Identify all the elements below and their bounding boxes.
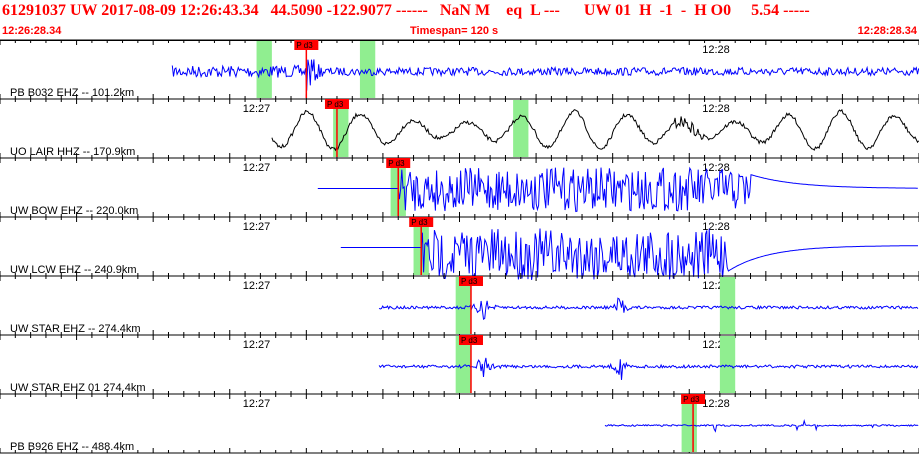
event-title: 61291037 UW 2017-08-09 12:26:43.34 44.50… — [2, 2, 810, 19]
waveform-trace — [271, 108, 919, 152]
pick-window — [719, 336, 736, 393]
time-label: 12:27 — [243, 398, 271, 410]
pick-window — [359, 41, 376, 98]
waveform-trace — [317, 166, 918, 213]
channel-label: UO LAIR HHZ -- 170.9km — [10, 146, 135, 158]
time-label: 12:28 — [702, 44, 730, 56]
channel-label: PB B032 EHZ -- 101.2km — [10, 87, 134, 99]
start-time: 12:26:28.34 — [2, 25, 62, 37]
pick-flag — [458, 276, 483, 286]
time-label: 12:27 — [243, 339, 271, 351]
header-bar: 61291037 UW 2017-08-09 12:26:43.34 44.50… — [0, 0, 919, 41]
waveform-trace — [340, 228, 918, 281]
pick-label: P d3 — [327, 100, 344, 109]
pick-label: P d3 — [388, 159, 405, 168]
pick-flag — [324, 99, 349, 109]
pick-window — [455, 336, 471, 393]
pick-window — [455, 277, 471, 334]
time-label: 12:28 — [702, 103, 730, 115]
pick-window — [513, 100, 529, 157]
time-label: 12:28 — [702, 162, 730, 174]
pick-window — [256, 41, 272, 98]
pick-label: P d3 — [461, 277, 478, 286]
channel-label: UW STAR EHZ 01 274.4km — [10, 382, 146, 394]
pick-window — [719, 277, 736, 334]
pick-label: P d3 — [296, 41, 313, 50]
time-label: 12:28 — [702, 398, 730, 410]
pick-label: P d3 — [683, 395, 700, 404]
pick-flag — [681, 394, 706, 404]
pick-flag — [458, 335, 483, 345]
pick-flag — [409, 217, 434, 227]
end-time: 12:28:28.34 — [857, 25, 917, 37]
waveform-trace — [171, 59, 919, 91]
channel-label: UW STAR EHZ -- 274.4km — [10, 323, 141, 335]
time-label: 12:27 — [243, 280, 271, 292]
channel-label: UW BOW EHZ -- 220.0km — [10, 205, 138, 217]
time-label: 12:27 — [243, 103, 271, 115]
waveform-trace — [378, 357, 919, 380]
waveform-trace — [604, 419, 919, 433]
pick-flag — [386, 158, 411, 168]
timespan-label: Timespan= 120 s — [410, 25, 499, 37]
time-label: 12:27 — [243, 221, 271, 233]
time-label: 12:27 — [243, 162, 271, 174]
channel-label: UW LCW EHZ -- 240.9km — [10, 264, 137, 276]
pick-label: P d3 — [461, 336, 478, 345]
pick-label: P d3 — [411, 218, 428, 227]
waveform-trace — [378, 297, 919, 321]
channel-label: PB B926 EHZ -- 488.4km — [10, 441, 134, 453]
pick-flag — [294, 40, 319, 50]
